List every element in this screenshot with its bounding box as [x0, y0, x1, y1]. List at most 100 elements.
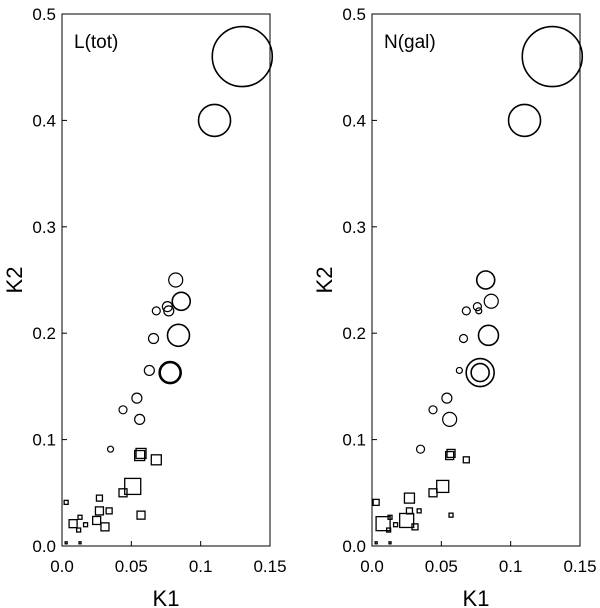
circle-point — [147, 332, 160, 345]
x-axis-label: K1 — [153, 586, 180, 608]
square-point — [150, 454, 162, 466]
circle-point — [465, 357, 495, 388]
y-tick-label: 0.0 — [32, 537, 56, 556]
y-tick-label: 0.4 — [32, 111, 56, 130]
square-point — [105, 507, 113, 515]
data-marks — [372, 25, 584, 545]
x-tick-label: 0.1 — [499, 557, 523, 576]
circle-point — [211, 25, 274, 88]
square-point — [95, 494, 104, 502]
square-point — [82, 522, 89, 528]
data-marks — [63, 25, 274, 545]
y-tick-label: 0.1 — [32, 431, 56, 450]
y-tick-label: 0.3 — [342, 218, 366, 237]
x-axis: 0.0 0.05 0.1 0.15 — [360, 541, 597, 576]
square-point — [416, 508, 422, 514]
panel-ltot: L(tot) 0.0 0.1 0.2 0.3 0.4 0.5 0.0 0.05 0.1 0.15… — [2, 5, 287, 608]
square-point — [64, 541, 68, 545]
panel-title: L(tot) — [74, 32, 118, 53]
panel-ngal: N(gal) 0.0 0.1 0.2 0.3 0.4 0.5 0.0 0.05 0.1 0.15… — [312, 5, 597, 608]
square-point — [411, 523, 419, 531]
square-point — [462, 456, 470, 464]
square-point — [75, 527, 82, 533]
y-tick-label: 0.4 — [342, 111, 366, 130]
x-axis-label: K1 — [463, 586, 490, 608]
square-point — [428, 488, 438, 498]
square-point — [135, 447, 147, 460]
square-point — [392, 522, 399, 528]
circle-point — [477, 324, 500, 347]
y-tick-label: 0.5 — [342, 5, 366, 24]
square-point — [446, 448, 456, 459]
square-point — [68, 519, 78, 529]
circle-point — [475, 270, 496, 290]
square-point — [436, 479, 450, 494]
circle-point — [455, 366, 463, 375]
x-tick-label: 0.0 — [50, 557, 74, 576]
plot-frame — [61, 13, 271, 547]
circle-point — [131, 392, 143, 404]
circle-point — [171, 291, 192, 312]
square-point — [78, 541, 82, 545]
circle-point — [143, 364, 155, 377]
circle-point — [521, 25, 584, 88]
y-tick-label: 0.1 — [342, 431, 366, 450]
y-tick-label: 0.0 — [342, 537, 366, 556]
x-tick-label: 0.15 — [563, 557, 596, 576]
y-axis: 0.0 0.1 0.2 0.3 0.4 0.5 — [32, 5, 67, 556]
square-point — [375, 516, 391, 532]
square-point — [448, 512, 454, 518]
x-axis: 0.0 0.05 0.1 0.15 — [50, 541, 287, 576]
circle-point — [472, 302, 482, 312]
circle-point — [159, 361, 181, 384]
x-tick-label: 0.1 — [189, 557, 213, 576]
x-tick-label: 0.05 — [425, 557, 458, 576]
square-point — [94, 506, 105, 516]
square-point — [136, 510, 146, 520]
circle-point — [507, 103, 542, 138]
square-point — [124, 477, 142, 496]
square-point — [92, 515, 102, 526]
plot-frame — [371, 13, 581, 547]
x-tick-label: 0.05 — [115, 557, 148, 576]
circle-point — [106, 445, 115, 453]
circle-point — [134, 413, 146, 425]
circle-point — [158, 360, 182, 385]
square-point — [445, 450, 455, 461]
square-point — [100, 522, 110, 532]
circle-point — [470, 362, 490, 383]
circle-point — [483, 293, 499, 309]
x-tick-label: 0.0 — [360, 557, 384, 576]
x-tick-label: 0.15 — [253, 557, 286, 576]
square-point — [77, 514, 83, 520]
circle-point — [428, 405, 438, 415]
circle-point — [168, 272, 184, 288]
square-point — [388, 541, 392, 545]
circle-point — [441, 392, 453, 404]
circle-point — [163, 305, 175, 317]
y-tick-label: 0.2 — [342, 324, 366, 343]
y-tick-label: 0.5 — [32, 5, 56, 24]
circle-point — [118, 405, 128, 415]
y-axis-label: K2 — [312, 267, 337, 294]
square-point — [385, 527, 392, 533]
circle-point — [197, 103, 232, 138]
square-point — [374, 541, 378, 545]
square-point — [134, 449, 146, 462]
circle-point — [415, 444, 426, 454]
square-point — [372, 498, 380, 507]
y-axis: 0.0 0.1 0.2 0.3 0.4 0.5 — [342, 5, 377, 556]
circle-point — [151, 306, 161, 316]
y-axis-label: K2 — [2, 267, 27, 294]
circle-point — [475, 307, 483, 315]
circle-point — [461, 306, 471, 316]
circle-point — [458, 333, 469, 344]
circle-point — [442, 411, 458, 427]
y-tick-label: 0.2 — [32, 324, 56, 343]
y-tick-label: 0.3 — [32, 218, 56, 237]
square-point — [403, 492, 416, 504]
square-point — [399, 512, 415, 529]
square-point — [63, 499, 69, 506]
panel-title: N(gal) — [384, 32, 436, 53]
